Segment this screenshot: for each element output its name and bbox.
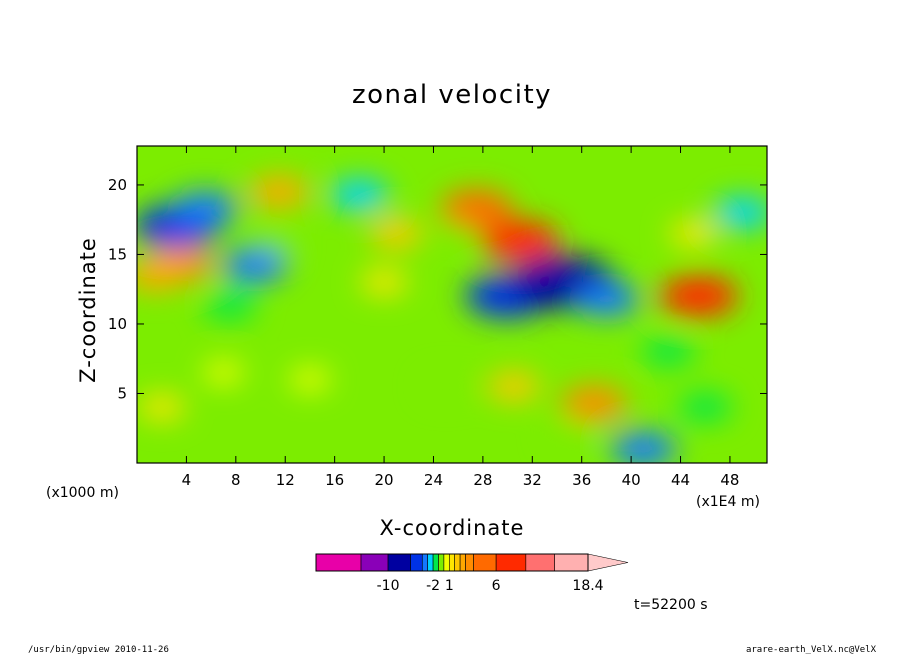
colorbar-segment bbox=[410, 553, 423, 572]
colorbar-segment bbox=[387, 553, 411, 572]
contour-region-21 bbox=[641, 337, 695, 366]
x-tick-label: 40 bbox=[622, 471, 641, 489]
x-unit-right: (x1E4 m) bbox=[696, 494, 760, 510]
colorbar-tick-label: 1 bbox=[445, 578, 454, 594]
contour-region-10 bbox=[360, 269, 408, 295]
y-tick-label: 15 bbox=[108, 245, 127, 263]
colorbar-segment bbox=[495, 553, 527, 572]
contour-region-28 bbox=[610, 431, 677, 463]
footer-right: arare-earth_VelX.nc@VelX bbox=[746, 645, 877, 654]
colorbar-tick-label: -10 bbox=[377, 578, 400, 594]
x-tick-label: 20 bbox=[375, 471, 394, 489]
x-tick-label: 44 bbox=[671, 471, 690, 489]
y-tick-label: 20 bbox=[108, 176, 127, 194]
colorbar-segment bbox=[360, 553, 389, 572]
x-tick-label: 8 bbox=[231, 471, 241, 489]
contour-region-19 bbox=[487, 372, 541, 401]
contour-region-29 bbox=[546, 422, 593, 448]
contour-region-16 bbox=[573, 281, 640, 317]
y-axis-label: Z-coordinate bbox=[76, 237, 100, 383]
footer-left: /usr/bin/gpview 2010-11-26 bbox=[28, 645, 169, 654]
contour-region-12 bbox=[440, 189, 513, 228]
x-tick-label: 24 bbox=[424, 471, 443, 489]
time-label: t=52200 s bbox=[634, 597, 708, 613]
x-axis-label: X-coordinate bbox=[380, 516, 525, 540]
x-unit-left: (x1000 m) bbox=[46, 485, 119, 501]
colorbar-segment bbox=[459, 553, 466, 572]
y-tick-label: 10 bbox=[108, 315, 127, 333]
colorbar-segment bbox=[432, 553, 439, 572]
contour-region-6 bbox=[221, 248, 288, 283]
x-tick-label: 28 bbox=[473, 471, 492, 489]
chart-title: zonal velocity bbox=[352, 80, 552, 110]
colorbar-segment bbox=[443, 553, 450, 572]
colorbar-segment bbox=[525, 553, 555, 572]
colorbar-segment bbox=[465, 553, 474, 572]
contour-region-4 bbox=[249, 176, 309, 208]
contour-region-24 bbox=[669, 220, 717, 247]
colorbar-tick-label: 6 bbox=[492, 578, 501, 594]
plot-frame bbox=[136, 145, 768, 464]
x-tick-label: 16 bbox=[325, 471, 344, 489]
contour-fill bbox=[137, 176, 767, 463]
x-tick-label: 48 bbox=[720, 471, 739, 489]
contour-region-18 bbox=[422, 373, 470, 400]
contour-region-8 bbox=[329, 178, 389, 211]
contour-region-27 bbox=[138, 394, 185, 420]
contour-region-23 bbox=[712, 196, 767, 229]
x-tick-label: 32 bbox=[523, 471, 542, 489]
colorbar-segment bbox=[438, 553, 445, 572]
contour-region-22 bbox=[678, 393, 732, 422]
x-tick-label: 12 bbox=[276, 471, 295, 489]
contour-region-3 bbox=[137, 259, 186, 292]
colorbar-tick-label: -2 bbox=[426, 578, 440, 594]
x-tick-label: 36 bbox=[572, 471, 591, 489]
colorbar-segment bbox=[427, 553, 434, 572]
x-tick-label: 4 bbox=[182, 471, 192, 489]
colorbar-segment bbox=[421, 553, 428, 572]
colorbar-segment bbox=[448, 553, 456, 572]
colorbar-tick-label: 18.4 bbox=[572, 578, 603, 594]
contour-region-17 bbox=[659, 275, 739, 317]
colorbar-segment bbox=[554, 553, 589, 572]
contour-region-25 bbox=[289, 368, 330, 391]
contour-region-7 bbox=[203, 291, 257, 321]
contour-region-20 bbox=[561, 385, 627, 421]
contour-region-26 bbox=[203, 361, 244, 384]
colorbar-segment bbox=[454, 553, 461, 572]
colorbar-arrow bbox=[587, 553, 629, 572]
colorbar-segment bbox=[473, 553, 497, 572]
contour-region-9 bbox=[370, 219, 423, 248]
contour-region-1 bbox=[172, 191, 238, 226]
colorbar-segment bbox=[315, 553, 362, 572]
y-tick-label: 5 bbox=[117, 384, 127, 402]
colorbar-frame bbox=[315, 553, 589, 572]
contour-region-13 bbox=[480, 219, 560, 262]
colorbar: -10 -2 1 6 18.4 bbox=[315, 553, 629, 594]
